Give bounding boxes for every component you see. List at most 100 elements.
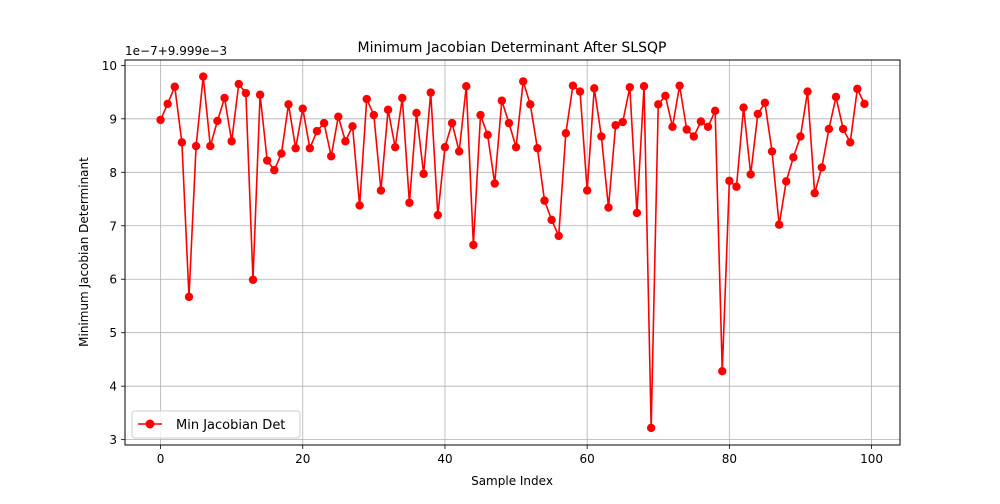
data-point xyxy=(206,141,215,151)
data-point xyxy=(753,109,762,119)
data-point xyxy=(511,142,521,152)
data-point xyxy=(846,138,855,147)
data-point xyxy=(199,72,208,81)
y-axis-label: Minimum Jacobian Determinant xyxy=(77,157,91,347)
y-tick-label: 10 xyxy=(102,59,117,73)
data-point xyxy=(234,79,243,89)
data-point xyxy=(831,92,841,102)
grid-layer xyxy=(125,60,900,445)
data-point xyxy=(277,149,286,158)
data-point xyxy=(561,129,571,138)
series-line xyxy=(159,75,866,429)
x-tick-label: 0 xyxy=(157,452,165,466)
data-point xyxy=(191,141,201,151)
y-tick-label: 8 xyxy=(109,166,117,180)
chart-title: Minimum Jacobian Determinant After SLSQP xyxy=(358,40,667,56)
plot-frame xyxy=(124,59,901,446)
data-point xyxy=(341,137,350,146)
data-point xyxy=(490,179,499,188)
data-point xyxy=(760,98,770,107)
data-point xyxy=(483,130,492,140)
data-point xyxy=(319,118,329,128)
data-point xyxy=(853,84,862,94)
data-point xyxy=(547,215,556,225)
legend-label: Min Jacobian Det xyxy=(176,418,285,433)
data-point xyxy=(390,142,400,152)
data-point xyxy=(789,153,798,162)
data-point xyxy=(732,182,741,191)
data-point xyxy=(533,144,542,153)
data-point xyxy=(639,82,649,91)
y-tick-label: 9 xyxy=(109,112,117,126)
data-point xyxy=(312,126,322,136)
data-point xyxy=(746,170,755,179)
data-point xyxy=(213,116,222,126)
data-point xyxy=(817,163,826,172)
data-point xyxy=(497,96,507,105)
data-point xyxy=(611,121,620,130)
data-point xyxy=(405,198,414,207)
data-point xyxy=(725,176,734,186)
data-point xyxy=(184,292,194,302)
data-point xyxy=(554,231,563,241)
data-point xyxy=(291,144,300,153)
x-tick-label: 20 xyxy=(295,452,310,466)
data-point xyxy=(661,91,670,101)
data-point xyxy=(163,99,172,109)
data-point xyxy=(710,106,720,116)
data-point xyxy=(668,122,677,132)
data-point xyxy=(227,137,236,146)
data-point xyxy=(810,188,819,198)
legend: Min Jacobian Det xyxy=(131,410,301,439)
data-point xyxy=(718,367,727,376)
data-point xyxy=(689,132,699,141)
data-point xyxy=(824,124,834,134)
data-point xyxy=(426,88,435,97)
data-point xyxy=(803,87,812,96)
data-point xyxy=(774,220,784,229)
data-point xyxy=(398,93,407,103)
data-point xyxy=(838,124,848,134)
ticks-layer: 0 20 40 60 80 100 3 4 5 6 7 8 9 10 xyxy=(102,59,883,466)
data-point xyxy=(305,144,315,153)
x-tick-label: 40 xyxy=(437,452,452,466)
data-point xyxy=(526,100,535,109)
data-point xyxy=(447,118,457,128)
x-axis-label: Sample Index xyxy=(471,474,553,488)
data-point xyxy=(796,132,805,141)
data-point xyxy=(298,104,307,113)
data-point xyxy=(646,423,656,433)
data-point xyxy=(440,142,450,152)
data-point xyxy=(540,196,549,205)
data-point xyxy=(582,186,592,195)
y-tick-label: 3 xyxy=(109,433,117,447)
data-point xyxy=(369,110,379,120)
data-point xyxy=(156,115,165,125)
y-offset-label: 1e−7+9.999e−3 xyxy=(125,44,227,58)
data-point xyxy=(220,93,229,103)
data-point xyxy=(590,84,599,93)
data-point xyxy=(270,165,279,175)
y-tick-label: 4 xyxy=(109,380,117,394)
data-point xyxy=(782,177,791,186)
data-point xyxy=(412,108,421,118)
data-point xyxy=(575,87,585,96)
data-point xyxy=(568,81,578,90)
y-tick-label: 7 xyxy=(109,219,117,233)
data-point xyxy=(462,82,471,91)
data-point xyxy=(696,117,706,126)
data-point xyxy=(170,82,179,91)
data-point xyxy=(469,240,478,250)
data-point xyxy=(454,147,464,156)
data-point xyxy=(625,83,635,92)
data-point xyxy=(177,138,187,147)
data-point xyxy=(255,90,265,99)
data-point xyxy=(739,103,748,112)
data-point xyxy=(675,81,684,90)
x-tick-label: 100 xyxy=(860,452,883,466)
y-tick-label: 5 xyxy=(109,326,117,340)
legend-marker-swatch xyxy=(145,419,155,429)
data-point xyxy=(604,203,613,212)
data-point xyxy=(654,100,663,109)
